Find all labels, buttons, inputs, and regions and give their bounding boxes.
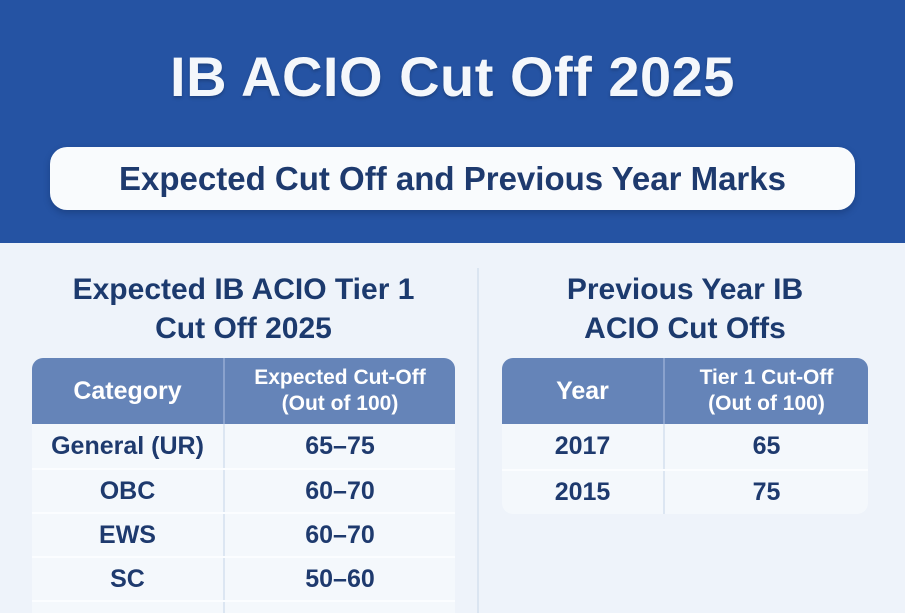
previous-year-title-line2: ACIO Cut Offs [584,312,786,345]
header-banner: IB ACIO Cut Off 2025 Expected Cut Off an… [0,0,905,243]
table-header-row: Category Expected Cut-Off (Out of 100) [32,358,455,424]
subtitle-text: Expected Cut Off and Previous Year Marks [119,159,786,197]
expected-cutoff-title-line2: Cut Off 2025 [155,312,332,345]
table-row: OBC 60–70 [32,468,455,512]
table-row: EWS 60–70 [32,512,455,556]
content-area: Expected IB ACIO Tier 1 Cut Off 2025 Cat… [0,243,905,613]
column-header-year: Year [556,376,609,405]
column-header-expected-cutoff-line2: (Out of 100) [281,392,399,415]
expected-cutoff-section: Expected IB ACIO Tier 1 Cut Off 2025 Cat… [0,243,478,613]
column-header-tier1-cutoff: Tier 1 Cut-Off (Out of 100) [663,358,868,424]
cutoff-cell: 65 [663,424,868,469]
table-row: General (UR) 65–75 [32,424,455,468]
category-cell: ST [32,602,223,613]
table-header-row: Year Tier 1 Cut-Off (Out of 100) [502,358,868,424]
cutoff-cell: 60–70 [223,514,455,556]
section-divider [477,268,479,613]
cutoff-cell: 65–75 [223,424,455,468]
table-row: 2015 75 [502,469,868,514]
year-cell: 2017 [554,432,611,460]
column-header-tier1-cutoff-line1: Tier 1 Cut-Off [699,366,834,389]
table-row: ST 50–60 [32,600,455,613]
cutoff-cell: 50–60 [223,558,455,600]
previous-year-section: Previous Year IB ACIO Cut Offs Year Tier… [478,243,905,613]
previous-year-title-line1: Previous Year IB [566,273,804,306]
table-row: SC 50–60 [32,556,455,600]
category-cell: SC [110,564,145,593]
expected-cutoff-table: Category Expected Cut-Off (Out of 100) G… [32,358,455,613]
category-cell: OBC [99,476,156,505]
expected-cutoff-title-line1: Expected IB ACIO Tier 1 [72,273,415,306]
subtitle-pill: Expected Cut Off and Previous Year Marks [50,147,855,210]
column-header-tier1-cutoff-line2: (Out of 100) [708,392,825,415]
column-header-expected-cutoff-line1: Expected Cut-Off [254,366,426,389]
table-row: 2017 65 [502,424,868,469]
previous-year-title: Previous Year IB ACIO Cut Offs [502,270,868,348]
cutoff-cell: 60–70 [223,470,455,512]
year-cell: 2015 [554,478,611,506]
column-header-category: Category [73,376,182,405]
cutoff-cell: 50–60 [223,602,455,613]
page-title: IB ACIO Cut Off 2025 [170,45,735,108]
category-cell: General (UR) [51,431,204,460]
previous-year-table: Year Tier 1 Cut-Off (Out of 100) 2017 65… [502,358,868,514]
category-cell: EWS [99,520,156,549]
cutoff-cell: 75 [663,471,868,514]
expected-cutoff-title: Expected IB ACIO Tier 1 Cut Off 2025 [32,270,455,348]
column-header-expected-cutoff: Expected Cut-Off (Out of 100) [223,358,455,424]
